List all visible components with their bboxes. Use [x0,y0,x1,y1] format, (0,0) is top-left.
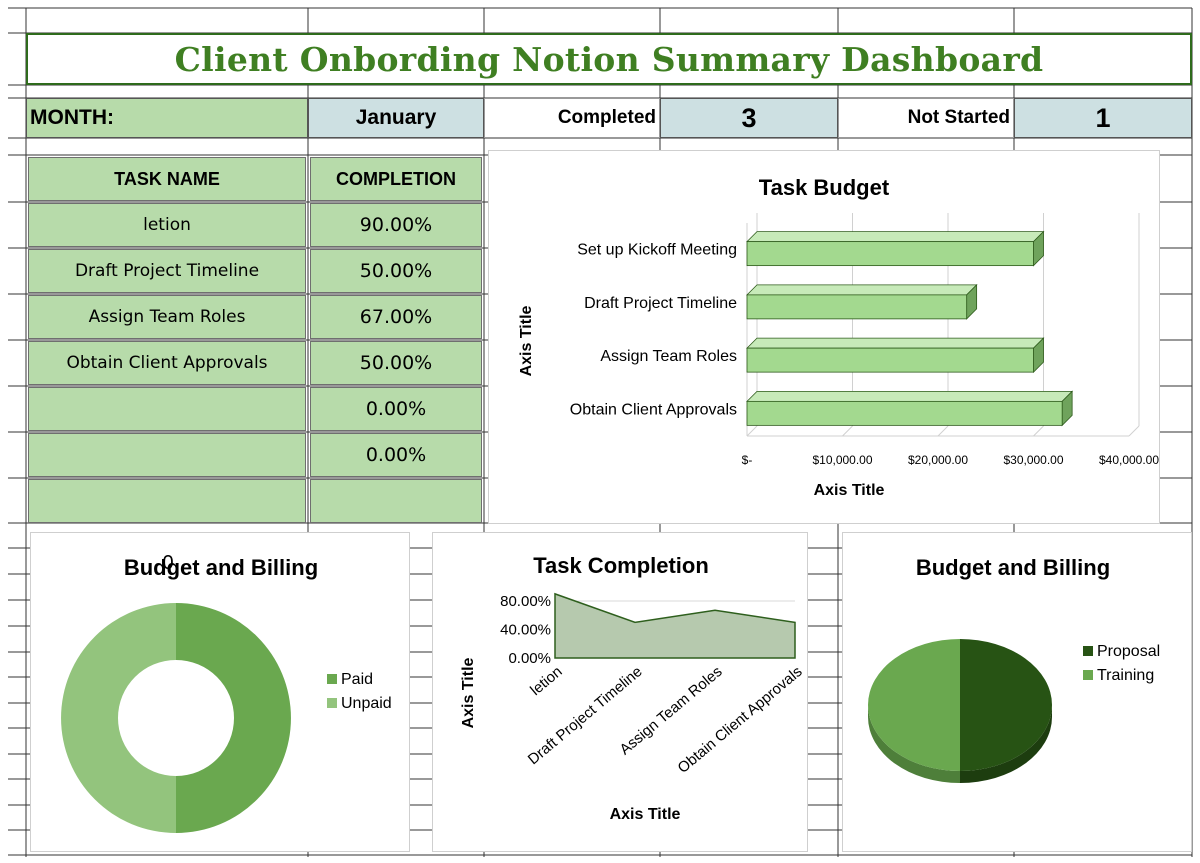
legend-swatch [327,698,337,708]
completion-cell [310,479,482,523]
bar-top [746,284,978,296]
bar [746,337,1045,374]
y-tick-label: 40.00% [500,622,551,639]
task-name-cell: Draft Project Timeline [28,249,306,293]
x-axis-title: Axis Title [610,806,681,823]
legend-swatch [1083,670,1093,680]
bar [746,390,1074,427]
bar-top [746,337,1045,349]
billing-pie-chart: Budget and Billing Proposal Training [868,555,1160,783]
legend-label: Proposal [1097,643,1160,660]
task-name-cell [28,387,306,431]
chart-title: Budget and Billing [124,555,318,580]
bar-front [746,400,1063,426]
completion-cell: 50.00% [310,249,482,293]
donut-slice [176,603,291,833]
grid-line [746,425,758,437]
task-name-cell: letion [28,203,306,247]
legend-label: Training [1097,667,1154,684]
completion-cell: 50.00% [310,341,482,385]
x-tick-label: $30,000.00 [1003,453,1063,467]
category-label: Draft Project Timeline [584,295,737,312]
bar [746,230,1045,267]
completion-cell: 67.00% [310,295,482,339]
legend-swatch [327,674,337,684]
completed-value: 3 [660,98,838,138]
month-value[interactable]: January [308,98,484,138]
billing-pie-frame: Budget and Billing Proposal Training [842,532,1192,852]
grid-line [937,425,949,437]
x-tick-label: letion [527,663,565,699]
y-tick-label: 0.00% [508,650,551,667]
task-budget-chart-frame: Task Budget $- $10,000.00 $20,000.00 $30,000… [488,150,1160,524]
completion-cell: 90.00% [310,203,482,247]
grid-line [842,425,853,437]
dashboard-title: Client Onbording Notion Summary Dashboar… [174,39,1044,79]
not-started-label: Not Started [838,98,1014,138]
not-started-value: 1 [1014,98,1192,138]
task-budget-chart: Task Budget $- $10,000.00 $20,000.00 $30,000… [518,175,1159,499]
task-completion-frame: Task Completion 0.00% 40.00% 80.00% letion Dr… [432,532,808,852]
task-name-cell [28,433,306,477]
x-axis-title: Axis Title [814,482,885,499]
chart-title: Task Completion [533,553,709,578]
y-axis-title: Axis Title [460,657,477,728]
task-name-cell [28,479,306,523]
task-completion-chart: Task Completion0.00%40.00%80.00%letionDr… [460,553,806,823]
dashboard-title-box: Client Onbording Notion Summary Dashboar… [26,33,1192,85]
chart-title: Budget and Billing [916,555,1110,580]
x-tick-label: $- [742,453,753,467]
legend-swatch [1083,646,1093,656]
area-series [554,592,796,659]
x-tick-label: $20,000.00 [908,453,968,467]
pie-side [868,705,960,783]
x-tick-label: $40,000.00 [1099,453,1159,467]
pie-slice [960,639,1052,771]
month-label: MONTH: [26,98,308,138]
bar-top [746,390,1074,402]
bar-top [746,231,1045,243]
billing-donut-frame: Budget and Billing 0 Paid Unpaid [30,532,410,852]
category-label: Assign Team Roles [600,348,737,365]
task-name-cell: Assign Team Roles [28,295,306,339]
header-completion: COMPLETION [310,157,482,201]
bar-front [746,347,1034,373]
y-axis-title: Axis Title [518,305,535,376]
grid-line [1128,425,1140,437]
pie-side [960,705,1052,783]
completion-cell: 0.00% [310,433,482,477]
legend-label: Paid [341,671,373,688]
task-name-cell: Obtain Client Approvals [28,341,306,385]
overlay-label: 0 [162,552,173,574]
completed-label: Completed [484,98,660,138]
chart-title: Task Budget [759,175,890,200]
category-label: Obtain Client Approvals [570,401,737,418]
x-tick-label: $10,000.00 [812,453,872,467]
legend-label: Unpaid [341,695,392,712]
header-task-name: TASK NAME [28,157,306,201]
pie-slice [868,639,960,771]
category-label: Set up Kickoff Meeting [577,242,737,259]
bar-front [746,294,968,320]
bar [746,283,978,320]
grid-line [1033,425,1044,437]
y-tick-label: 80.00% [500,593,551,610]
completion-cell: 0.00% [310,387,482,431]
donut-slice [61,603,176,833]
bar-front [746,241,1034,267]
